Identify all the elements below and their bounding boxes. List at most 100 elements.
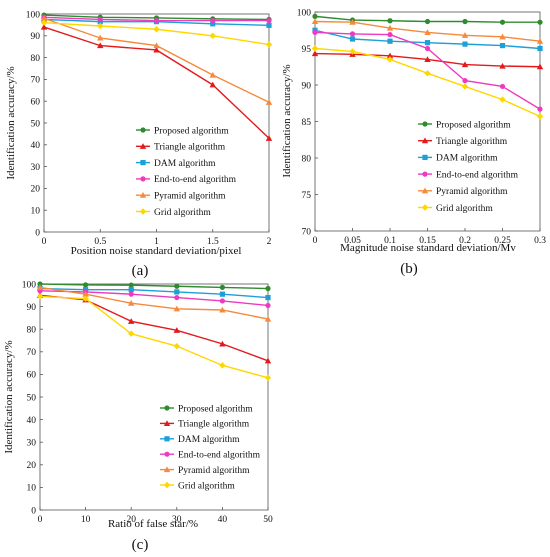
data-point [265,99,273,105]
data-point [97,42,104,49]
data-point [174,283,180,289]
legend-label: DAM algorithm [436,154,498,164]
x-tick-label: 2 [267,237,272,247]
data-point [312,29,318,36]
legend-label: DAM algorithm [178,435,240,445]
data-point [219,306,226,313]
data-point [209,81,216,88]
data-point [209,71,216,78]
data-point [40,23,48,30]
chart-panel-b: 0 0.05 0.1 0.15 0.2 0.25 0.3 70 75 80 85 90 95 100 Mag… [281,8,546,277]
data-point [424,29,431,35]
data-point [265,285,271,292]
x-axis-title: Magnitude noise standard deviation/Mv [340,242,516,254]
data-point [462,78,468,84]
series-line [39,287,269,299]
data-point [219,298,225,304]
y-tick-label: 50 [27,393,37,403]
data-point [311,18,319,25]
data-point [499,42,506,49]
data-point [153,26,160,33]
data-point [536,38,544,44]
x-tick-label: 30 [172,515,182,525]
legend-marker [164,405,170,411]
data-point [264,357,272,364]
y-tick-label: 60 [27,371,37,381]
data-point [128,291,134,297]
series-line [39,286,269,320]
y-tick-label: 60 [31,98,41,108]
x-tick-label: 0.3 [534,236,546,246]
data-point [266,22,272,28]
series-end-to-end-algorithm [312,29,543,112]
series-line [39,283,269,290]
data-point [312,13,318,19]
legend-label: DAM algorithm [154,159,216,169]
data-point [265,135,273,141]
legend: Proposed algorithm Triangle algorithm DAM … [418,120,519,214]
x-tick-label: 0 [42,237,47,247]
data-point [82,295,89,302]
data-point [349,48,356,55]
data-point [210,21,216,27]
legend-label: End-to-end algorithm [178,451,261,461]
legend-label: Triangle algorithm [436,137,508,147]
y-tick-label: 75 [302,191,312,201]
y-tick-label: 40 [27,416,37,426]
y-tick-label: 80 [27,326,37,336]
data-point [424,56,431,63]
data-point [499,19,506,25]
data-point [536,63,544,70]
legend-marker [140,160,146,166]
legend-marker [163,481,171,489]
series-end-to-end-algorithm [37,288,271,309]
legend-marker [140,127,146,133]
legend-marker [163,466,171,473]
data-point [40,19,48,26]
data-point [461,83,469,90]
chart-panel-a: 0 0.5 1 1.5 20102030405060708090100Position … [5,10,273,279]
data-point [462,41,468,47]
series-grid-algorithm [40,19,273,48]
data-point [97,34,104,41]
data-point [424,40,431,46]
series-triangle-algorithm [40,23,273,141]
legend-label: Proposed algorithm [154,126,229,136]
series-proposed-algorithm [312,13,543,25]
data-point [219,362,226,369]
y-tick-label: 90 [302,81,312,91]
legend-label: Pyramid algorithm [154,192,226,202]
plot-frame [39,283,269,511]
data-point [461,61,469,68]
data-point [311,45,319,52]
data-point [83,282,89,288]
y-axis-title: Identification accuracy/% [3,340,15,453]
series-line [39,295,269,379]
data-point [537,19,543,25]
legend-label: Proposed algorithm [178,404,253,414]
legend-label: Proposed algorithm [436,120,511,130]
data-point [386,56,394,63]
x-tick-label: 20 [126,515,136,525]
chart-panel-c: 0 10 20 30 40 50 0 10 20 30 40 50 60 70 80 90 100 Ratio o… [3,280,273,553]
x-tick-label: 0.25 [494,236,511,246]
data-point [462,18,468,25]
data-point [82,290,89,297]
data-point [386,52,394,59]
legend-label: Triangle algorithm [154,143,226,153]
data-point [219,284,225,290]
x-tick-label: 40 [218,515,228,525]
x-axis-title: Ratio of false star/% [108,518,198,530]
legend-label: Grid algorithm [436,204,493,214]
data-point [536,113,544,120]
x-tick-label: 10 [81,515,91,525]
data-point [499,83,506,90]
data-point [499,62,506,69]
legend-marker [422,171,428,177]
data-point [37,281,43,287]
y-tick-label: 10 [31,207,41,217]
data-point [97,16,103,23]
legend-marker [164,451,170,457]
legend-marker [421,137,429,144]
legend-marker [139,192,147,198]
